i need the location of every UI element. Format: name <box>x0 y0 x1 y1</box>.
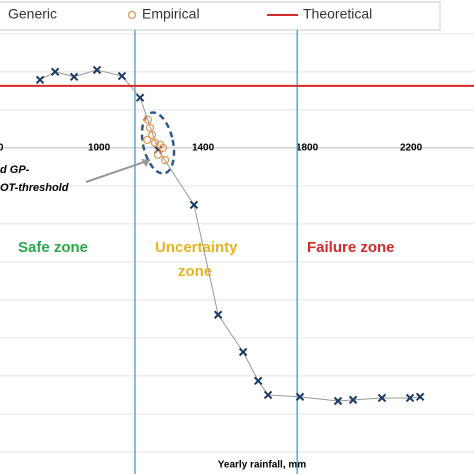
legend-label: Generic <box>8 6 57 22</box>
annotation: d GP- <box>0 164 30 176</box>
annotation: OT-threshold <box>0 182 69 194</box>
x-tick-label: 1000 <box>88 143 111 154</box>
point <box>405 393 415 403</box>
point <box>117 71 127 81</box>
x-tick-label: 1800 <box>296 143 319 154</box>
point <box>295 392 305 402</box>
zone-label: Failure zone <box>307 239 395 256</box>
point <box>150 138 160 148</box>
zone-label: Uncertainty <box>155 239 238 256</box>
point <box>415 392 425 402</box>
point <box>348 395 358 405</box>
legend-label: Theoretical <box>303 6 372 22</box>
point <box>377 393 387 403</box>
point <box>333 396 343 406</box>
point <box>145 123 155 132</box>
point <box>238 347 248 357</box>
x-tick-label: 2200 <box>400 143 423 154</box>
point <box>35 75 45 85</box>
legend-label: Empirical <box>142 6 200 22</box>
point <box>160 155 170 165</box>
legend-marker <box>127 10 137 20</box>
series-line <box>39 69 421 402</box>
point <box>50 67 60 77</box>
point <box>213 310 223 319</box>
legend-box <box>0 1 441 31</box>
point <box>143 115 153 124</box>
point <box>143 135 152 145</box>
x-tick-label: 600 <box>0 143 4 154</box>
zone-label: Safe zone <box>18 239 88 256</box>
zone-label: zone <box>178 263 212 280</box>
x-axis-label: Yearly rainfall, mm <box>218 460 306 471</box>
point <box>92 65 102 75</box>
point <box>69 72 79 81</box>
arrow-head <box>141 159 150 167</box>
point <box>135 93 145 102</box>
point <box>147 130 157 140</box>
point <box>153 150 163 159</box>
x-tick-label: 1400 <box>192 143 215 154</box>
point <box>158 143 168 153</box>
annotation-arrow <box>85 159 151 183</box>
point <box>253 376 263 386</box>
point <box>189 200 199 210</box>
point <box>263 390 273 400</box>
